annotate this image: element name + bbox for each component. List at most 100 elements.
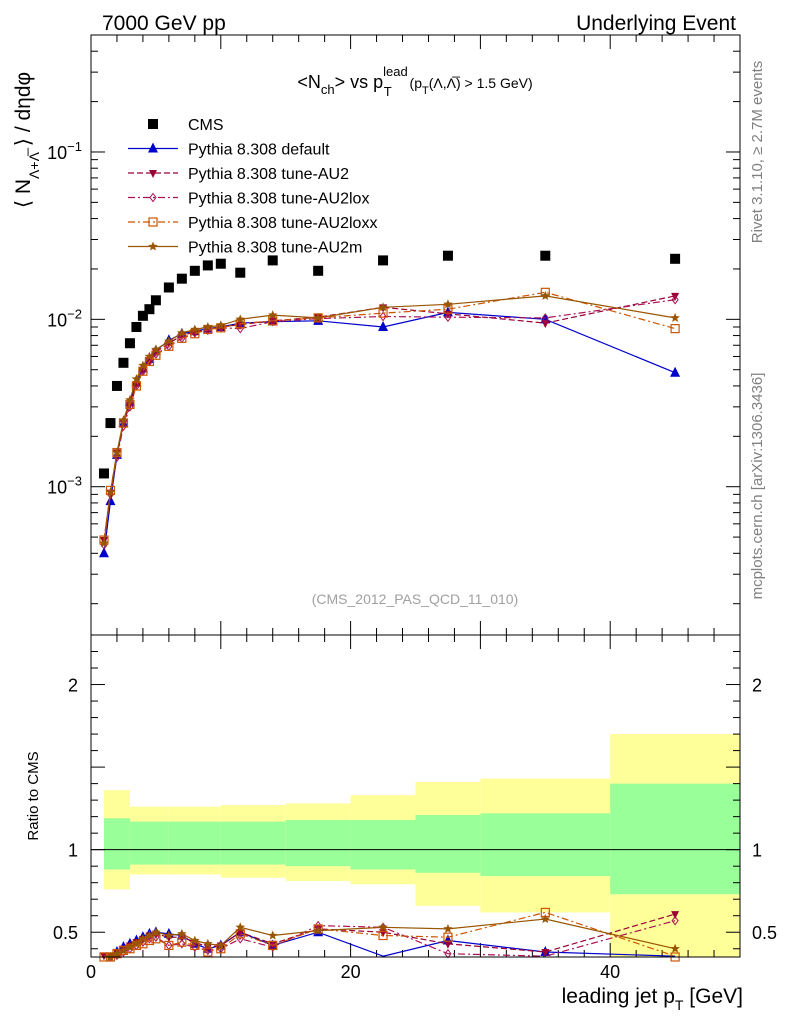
ratio-point-pythia-8-308-tune-au2lox — [444, 948, 452, 959]
data-point-pythia-8-308-tune-au2m — [190, 324, 200, 334]
ratio-line-pythia-8-308-tune-au2loxx — [104, 911, 676, 957]
ratio-point-pythia-8-308-tune-au2 — [443, 940, 452, 949]
ratio-point-pythia-8-308-tune-au2lox — [269, 942, 277, 952]
ratio-band-inner — [610, 783, 740, 895]
data-point-cms — [105, 418, 116, 429]
ratio-point-pythia-8-308-tune-au2lox — [191, 942, 199, 952]
data-point-cms — [111, 380, 122, 391]
rivet-version-label: Rivet 3.1.10, ≥ 2.7M events — [749, 61, 766, 244]
data-point-cms — [131, 322, 142, 333]
data-point-pythia-8-308-tune-au2loxx — [670, 324, 680, 334]
x-axis-label: leading jet pT [GeV] — [562, 985, 743, 1013]
ratio-point-pythia-8-308-tune-au2loxx — [378, 930, 388, 941]
ratio-point-pythia-8-308-tune-au2m — [112, 948, 122, 958]
data-point-pythia-8-308-tune-au2m — [105, 486, 116, 497]
ratio-data-marks — [99, 907, 680, 962]
data-point-pythia-8-308-tune-au2lox — [541, 313, 549, 323]
legend-label-pythia-8-308-tune-au2m: Pythia 8.308 tune-AU2m — [188, 240, 362, 257]
ratio-point-pythia-8-308-tune-au2m — [177, 928, 187, 938]
data-point-cms — [137, 310, 148, 321]
ratio-y-tick-label: 0.5 — [53, 923, 78, 943]
ratio-y-tick-label: 1 — [68, 841, 78, 861]
ratio-panel: 0.5 0.51 12 20 20 40 Ratio to CMS leading jet… — [25, 634, 777, 1013]
data-point-pythia-8-308-tune-au2lox — [379, 311, 387, 322]
ratio-y-tick-label-right: 1 — [752, 841, 762, 861]
ratio-point-pythia-8-308-tune-au2m — [216, 940, 226, 950]
legend-marker-cms — [148, 119, 158, 129]
data-point-pythia-8-308-tune-au2m — [118, 415, 129, 425]
data-point-pythia-8-308-tune-au2lox — [671, 294, 679, 305]
main-watermark: (CMS_2012_PAS_QCD_11_010) — [312, 591, 519, 607]
main-title: <Nch> vs plead T (pT(Λ,Λ̅) > 1.5 GeV) — [297, 64, 532, 99]
data-point-cms — [150, 295, 161, 306]
data-point-pythia-8-308-tune-au2m — [99, 538, 109, 548]
main-y-tick-label: 10−2 — [47, 306, 82, 330]
data-point-pythia-8-308-tune-au2lox — [119, 421, 128, 432]
data-point-pythia-8-308-tune-au2m — [540, 290, 551, 300]
legend-label-cms: CMS — [188, 117, 224, 134]
ratio-point-pythia-8-308-tune-au2m — [118, 945, 129, 955]
x-tick-label: 20 — [341, 962, 361, 982]
ratio-point-pythia-8-308-tune-au2m — [670, 943, 680, 953]
data-point-pythia-8-308-default — [105, 495, 116, 506]
x-tick-label: 0 — [86, 962, 96, 982]
ratio-y-tick-label-right: 2 — [752, 676, 762, 696]
ratio-band-inner — [480, 813, 611, 877]
series-line-pythia-8-308-default — [103, 311, 676, 554]
data-point-pythia-8-308-tune-au2m — [138, 360, 148, 370]
legend-marker-pythia-8-308-tune-au2 — [149, 170, 157, 178]
data-point-pythia-8-308-default — [670, 366, 681, 377]
legend-label-pythia-8-308-tune-au2lox: Pythia 8.308 tune-AU2lox — [188, 191, 369, 208]
ratio-band-inner — [129, 821, 169, 865]
data-point-pythia-8-308-tune-au2m — [177, 327, 187, 337]
ratio-point-pythia-8-308-tune-au2lox — [671, 915, 679, 926]
legend-label-pythia-8-308-tune-au2loxx: Pythia 8.308 tune-AU2loxx — [188, 215, 377, 232]
ratio-point-pythia-8-308-tune-au2m — [125, 942, 135, 952]
main-y-axis-label: ⟨ NΛ+Λ̅ ⟩ / dηdφ — [12, 72, 42, 208]
ratio-point-pythia-8-308-tune-au2m — [190, 935, 200, 945]
data-point-pythia-8-308-tune-au2m — [125, 394, 135, 404]
data-point-pythia-8-308-tune-au2m — [151, 344, 161, 354]
ratio-point-pythia-8-308-tune-au2m — [443, 923, 453, 933]
ratio-line-pythia-8-308-tune-au2lox — [104, 920, 676, 957]
ratio-point-pythia-8-308-tune-au2 — [541, 949, 550, 958]
ratio-line-pythia-8-308-tune-au2m — [104, 918, 676, 957]
main-panel: 10−3 10−2 10−1 <Nch> vs plead T (pT(Λ,Λ̅) >… — [12, 34, 741, 636]
data-point-pythia-8-308-tune-au2m — [144, 351, 155, 361]
ratio-point-pythia-8-308-tune-au2m — [267, 930, 278, 940]
ratio-band-inner — [168, 821, 221, 865]
ratio-point-pythia-8-308-tune-au2loxx — [313, 924, 323, 934]
legend-marker-pythia-8-308-default — [148, 142, 158, 153]
x-tick-label: 40 — [600, 962, 620, 982]
data-point-pythia-8-308-tune-au2lox — [444, 312, 452, 323]
ratio-y-axis-label: Ratio to CMS — [25, 751, 42, 840]
ratio-axes: 0.5 0.51 12 20 20 40 — [53, 635, 777, 982]
data-point-pythia-8-308-tune-au2m — [164, 336, 174, 346]
ratio-point-pythia-8-308-tune-au2m — [131, 938, 142, 948]
data-point-pythia-8-308-default — [98, 547, 109, 558]
header-energy-label: 7000 GeV pp — [102, 12, 226, 35]
ratio-y-tick-label-right: 0.5 — [752, 923, 777, 943]
data-point-pythia-8-308-tune-au2 — [541, 320, 550, 329]
data-point-pythia-8-308-tune-au2m — [267, 310, 278, 320]
data-point-pythia-8-308-default — [378, 321, 389, 332]
main-y-tick-label: 10−3 — [47, 474, 82, 498]
ratio-band-inner — [415, 814, 481, 873]
ratio-band-inner — [220, 821, 286, 865]
mcplots-label: mcplots.cern.ch [arXiv:1306.3436] — [749, 373, 766, 600]
data-point-cms — [540, 250, 551, 261]
main-data-marks — [98, 250, 681, 558]
ratio-point-pythia-8-308-tune-au2loxx — [443, 932, 453, 942]
ratio-point-pythia-8-308-tune-au2loxx — [177, 937, 187, 947]
data-point-pythia-8-308-tune-au2m — [313, 312, 323, 322]
ratio-point-pythia-8-308-tune-au2lox — [152, 932, 160, 943]
legend-label-pythia-8-308-default: Pythia 8.308 default — [188, 142, 330, 159]
ratio-point-pythia-8-308-tune-au2lox — [204, 945, 212, 956]
data-point-pythia-8-308-tune-au2m — [378, 302, 388, 312]
data-point-pythia-8-308-tune-au2 — [671, 292, 680, 301]
ratio-point-pythia-8-308-tune-au2 — [671, 911, 680, 920]
data-point-cms — [118, 357, 129, 368]
legend-marker-pythia-8-308-tune-au2loxx — [148, 217, 158, 227]
data-point-pythia-8-308-tune-au2m — [112, 447, 122, 457]
